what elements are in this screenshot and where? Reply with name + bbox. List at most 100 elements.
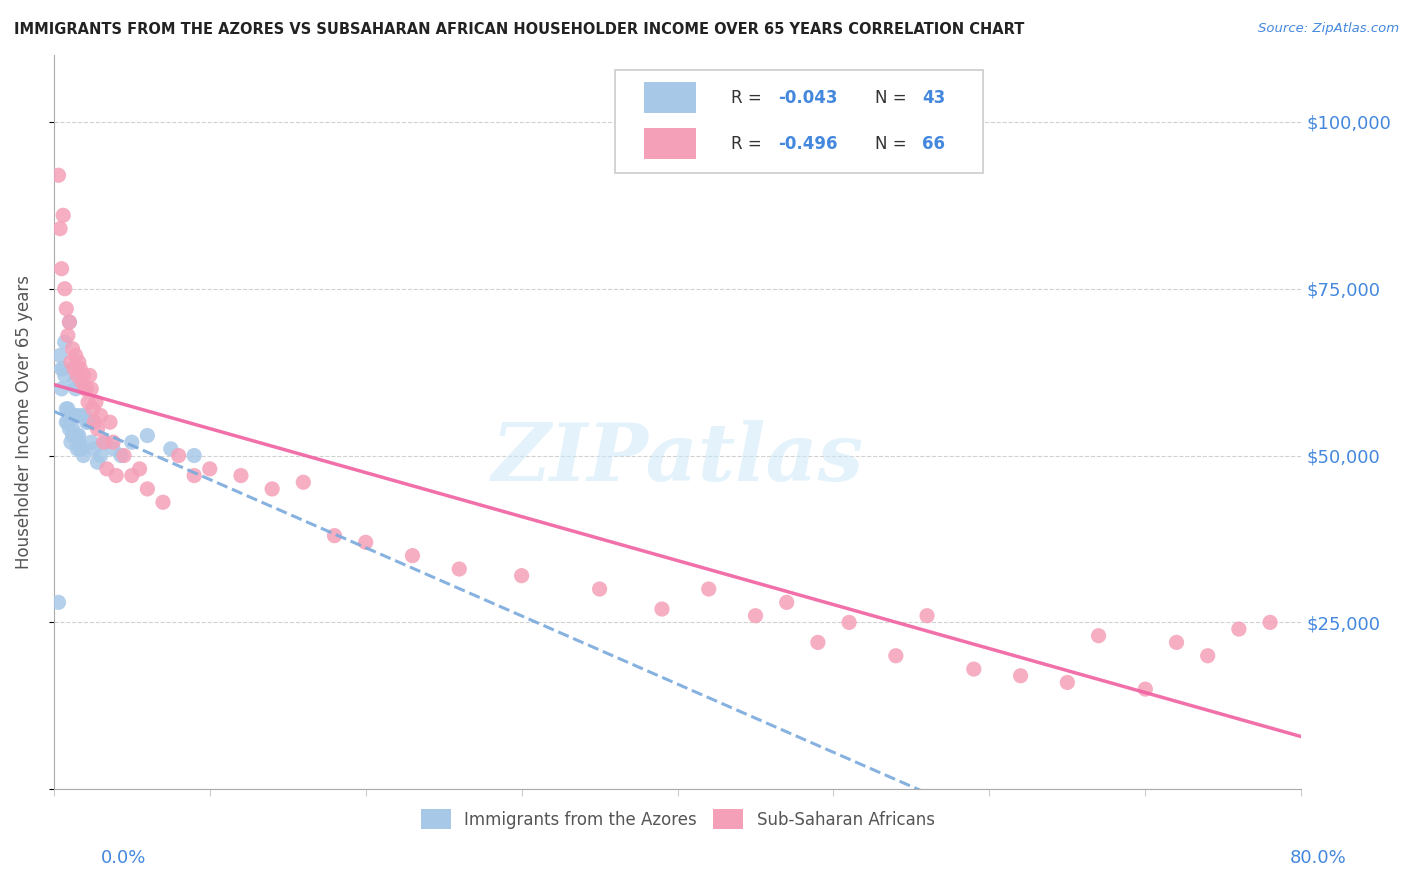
Point [1197,648,1219,663]
Text: -0.496: -0.496 [779,135,838,153]
Text: 80.0%: 80.0% [1291,849,1347,867]
Point [1166,635,1188,649]
Y-axis label: Householder Income Over 65 years: Householder Income Over 65 years [15,275,32,569]
Point [110,449,132,463]
Point [90,409,112,423]
Point [651,602,673,616]
Point [1258,615,1281,630]
Point [65,382,87,396]
Point [53,335,76,350]
Text: R =: R = [731,135,768,153]
Legend: Immigrants from the Azores, Sub-Saharan Africans: Immigrants from the Azores, Sub-Saharan … [413,802,941,836]
FancyBboxPatch shape [616,70,983,172]
Point [63,375,86,389]
Point [55,401,77,416]
FancyBboxPatch shape [644,82,696,113]
Point [96,462,118,476]
Point [66,368,89,383]
Text: 66: 66 [922,135,945,153]
Point [49,348,72,362]
Point [55,415,77,429]
Point [1227,622,1250,636]
Text: ZIPatlas: ZIPatlas [492,420,863,498]
Point [55,301,77,316]
Point [76,415,98,429]
Point [48,168,70,182]
Point [1087,629,1109,643]
Point [62,422,84,436]
Point [76,382,98,396]
Point [136,428,159,442]
Text: Source: ZipAtlas.com: Source: ZipAtlas.com [1258,22,1399,36]
Point [59,435,82,450]
Point [69,361,91,376]
Point [1135,682,1157,697]
Point [69,442,91,456]
Point [838,615,860,630]
Point [807,635,830,649]
Point [128,462,150,476]
Point [67,435,90,450]
Point [80,382,103,396]
Point [77,415,100,429]
Point [588,582,610,596]
Point [73,409,96,423]
Point [70,375,93,389]
Point [63,428,86,442]
Point [776,595,799,609]
Text: R =: R = [731,88,768,107]
Point [159,442,181,456]
Point [58,315,80,329]
Point [292,475,315,490]
Point [56,415,79,429]
Point [98,415,121,429]
Point [56,328,79,343]
Point [323,528,346,542]
Point [262,482,284,496]
Point [90,449,112,463]
Point [167,449,190,463]
Point [1010,669,1032,683]
Point [884,648,907,663]
Point [66,442,89,456]
Point [112,449,135,463]
Point [83,442,105,456]
Point [915,608,938,623]
Point [52,208,75,222]
Point [49,221,72,235]
Point [59,355,82,369]
Point [86,422,108,436]
Point [510,568,533,582]
Point [59,409,82,423]
Text: IMMIGRANTS FROM THE AZORES VS SUBSAHARAN AFRICAN HOUSEHOLDER INCOME OVER 65 YEAR: IMMIGRANTS FROM THE AZORES VS SUBSAHARAN… [14,22,1025,37]
Point [744,608,766,623]
Point [83,415,105,429]
Point [53,368,76,383]
Point [697,582,720,596]
Point [48,595,70,609]
Point [69,409,91,423]
Point [121,435,143,450]
Point [80,435,103,450]
Point [121,468,143,483]
Point [183,468,205,483]
Point [101,442,124,456]
FancyBboxPatch shape [644,128,696,159]
Text: N =: N = [875,88,911,107]
Point [94,435,117,450]
Point [65,348,87,362]
Point [449,562,471,576]
Point [66,428,89,442]
Point [72,449,94,463]
Point [53,282,76,296]
Point [52,361,75,376]
Text: N =: N = [875,135,911,153]
Point [70,442,93,456]
Point [82,401,104,416]
Point [198,462,221,476]
Point [79,368,101,383]
Point [963,662,986,676]
Point [67,428,90,442]
Point [51,382,73,396]
Point [58,422,80,436]
